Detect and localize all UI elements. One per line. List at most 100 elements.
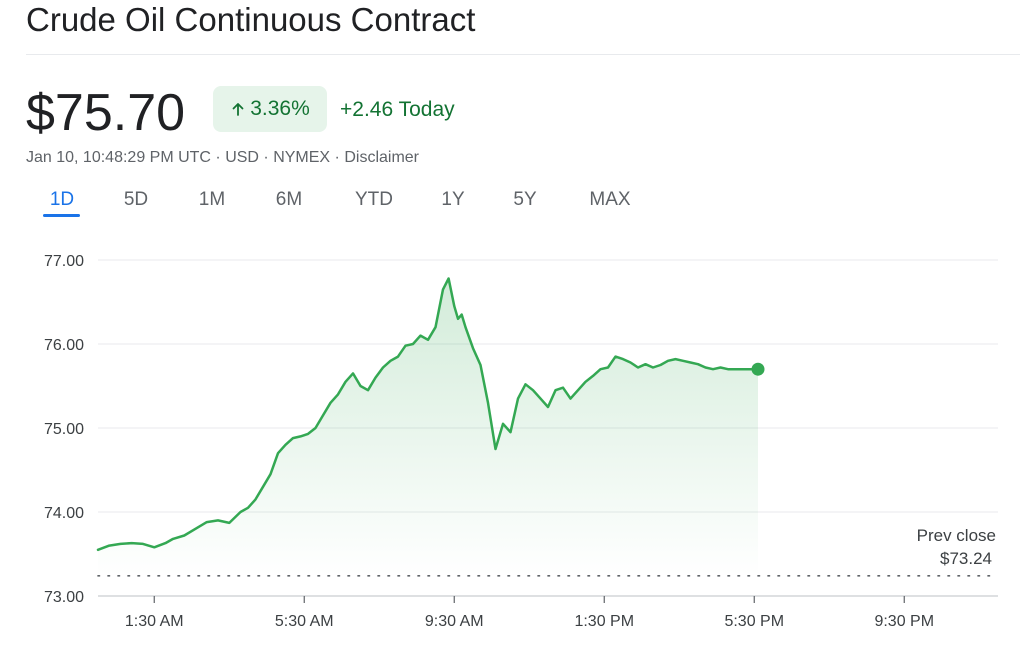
data-point: [554, 388, 558, 392]
data-point: [119, 542, 123, 546]
data-point: [659, 363, 663, 367]
data-point: [539, 397, 543, 401]
tab-5d[interactable]: 5D: [123, 189, 149, 210]
data-point: [516, 397, 520, 401]
data-point: [614, 355, 618, 359]
timestamp: Jan 10, 10:48:29 PM UTC: [26, 149, 211, 166]
data-point: [666, 359, 670, 363]
data-point: [479, 363, 483, 367]
data-point: [576, 388, 580, 392]
price-line: [96, 277, 760, 552]
data-point: [704, 366, 708, 370]
data-point: [276, 451, 280, 455]
data-point: [336, 392, 340, 396]
y-tick-label: 76.00: [44, 337, 84, 354]
data-point: [681, 359, 685, 363]
x-tick-label: 9:30 AM: [425, 613, 484, 630]
data-point: [366, 388, 370, 392]
data-point: [674, 357, 678, 361]
x-tick-label: 5:30 AM: [275, 613, 334, 630]
data-point: [689, 361, 693, 365]
data-point: [171, 537, 175, 541]
data-point: [456, 317, 460, 321]
tab-1m[interactable]: 1M: [198, 189, 226, 210]
data-point: [411, 342, 415, 346]
data-point: [374, 376, 378, 380]
currency: USD: [225, 149, 259, 166]
data-point: [164, 541, 168, 545]
previous-close-value: $73.24: [940, 549, 992, 568]
price-area: [98, 278, 758, 576]
y-tick-label: 75.00: [44, 421, 84, 438]
data-point: [246, 506, 250, 510]
data-point: [419, 334, 423, 338]
data-point: [452, 304, 456, 308]
data-point: [447, 277, 451, 281]
data-point: [130, 541, 134, 545]
y-tick-label: 77.00: [44, 253, 84, 270]
data-point: [314, 426, 318, 430]
data-point: [381, 366, 385, 370]
x-tick-label: 5:30 PM: [724, 613, 784, 630]
previous-close-label: Prev close: [917, 526, 996, 545]
data-point: [239, 510, 243, 514]
tab-1y[interactable]: 1Y: [441, 189, 465, 210]
data-point: [227, 521, 231, 525]
data-point: [494, 447, 498, 451]
tab-max[interactable]: MAX: [589, 189, 631, 210]
change-today: +2.46 Today: [340, 98, 455, 121]
active-tab-indicator: [43, 214, 80, 217]
data-point: [569, 397, 573, 401]
data-point: [546, 405, 550, 409]
data-point: [591, 374, 595, 378]
tab-ytd[interactable]: YTD: [355, 189, 393, 210]
tab-1d[interactable]: 1D: [49, 189, 75, 210]
x-tick-label: 1:30 PM: [574, 613, 634, 630]
page-title: Crude Oil Continuous Contract: [26, 1, 476, 38]
data-point: [651, 366, 655, 370]
data-point: [321, 413, 325, 417]
data-point: [726, 367, 730, 371]
data-point: [141, 542, 145, 546]
data-point: [404, 344, 408, 348]
data-point: [711, 367, 715, 371]
data-point: [344, 380, 348, 384]
data-point: [471, 346, 475, 350]
current-price-marker: [751, 362, 765, 376]
data-point: [584, 380, 588, 384]
data-point: [269, 472, 273, 476]
exchange: NYMEX: [273, 149, 331, 166]
x-tick-label: 9:30 PM: [874, 613, 934, 630]
data-point: [351, 371, 355, 375]
data-point: [561, 386, 565, 390]
quote-meta: Jan 10, 10:48:29 PM UTC · USD · NYMEX · …: [26, 148, 419, 168]
tab-6m[interactable]: 6M: [275, 189, 303, 210]
data-point: [389, 359, 393, 363]
data-point: [216, 518, 220, 522]
data-point: [719, 366, 723, 370]
data-point: [152, 545, 156, 549]
x-tick-label: 1:30 AM: [125, 613, 184, 630]
data-point: [96, 548, 100, 552]
data-point: [182, 534, 186, 538]
data-point: [261, 485, 265, 489]
separator: ·: [210, 149, 226, 166]
current-price: $75.70: [26, 84, 186, 142]
data-point: [299, 434, 303, 438]
data-point: [599, 367, 603, 371]
disclaimer-link[interactable]: Disclaimer: [344, 149, 419, 166]
separator: ·: [330, 149, 345, 166]
data-point: [396, 355, 400, 359]
price-chart[interactable]: Prev close $73.24 77.00 76.00 75.00 74.00 73.…: [0, 240, 1020, 646]
data-point: [291, 436, 295, 440]
tab-5y[interactable]: 5Y: [513, 189, 537, 210]
header-divider: [26, 54, 1020, 55]
data-point: [696, 362, 700, 366]
arrow-up-icon: [232, 103, 244, 116]
percent-change-badge: 3.36%: [213, 86, 327, 132]
separator: ·: [258, 149, 274, 166]
data-point: [629, 361, 633, 365]
data-point: [205, 520, 209, 524]
data-point: [359, 384, 363, 388]
range-tabs: 1D 5D 1M 6M YTD 1Y 5Y MAX: [26, 186, 726, 220]
